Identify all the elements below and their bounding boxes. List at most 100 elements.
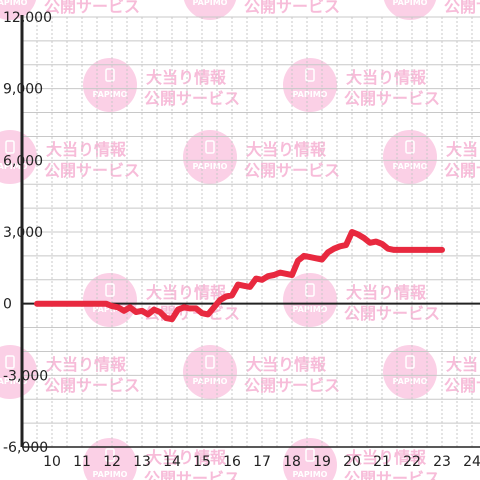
watermark-circle: [383, 130, 437, 184]
watermark-circle: [183, 130, 237, 184]
x-tick-label: 12: [103, 454, 121, 470]
watermark-brand: PAPIMO: [393, 377, 428, 386]
watermark-brand: PAPIMO: [293, 470, 328, 479]
watermark-line2: 公開サービス: [144, 89, 240, 108]
watermark-brand: PAPIMO: [393, 0, 428, 7]
phone-icon: [205, 355, 215, 369]
x-tick-label: 16: [223, 454, 241, 470]
y-tick-label: 3,000: [3, 225, 43, 241]
watermark-circle: [83, 438, 137, 480]
phone-icon: [5, 355, 15, 369]
x-tick-label: 13: [133, 454, 151, 470]
x-tick-label: 19: [313, 454, 331, 470]
watermark-brand: PAPIMO: [0, 0, 28, 7]
y-tick-label: 12,000: [3, 10, 52, 26]
watermark-line1: 大当り情報: [46, 355, 127, 374]
x-tick-label: 17: [253, 454, 271, 470]
watermark-brand: PAPIMO: [93, 305, 128, 314]
y-tick-label: -3,000: [3, 368, 48, 384]
watermark-line1: 大当り情報: [446, 140, 480, 159]
watermark-line1: 大当り情報: [246, 355, 327, 374]
watermark-circle: [283, 438, 337, 480]
series-layer: [34, 229, 445, 323]
watermark-brand: PAPIMO: [0, 162, 28, 171]
watermark-circle: [183, 345, 237, 399]
watermark-line1: 大当り情報: [346, 68, 427, 87]
watermark-line1: 大当り情報: [246, 140, 327, 159]
phone-icon: [105, 283, 115, 297]
watermark-line2: 公開サービス: [144, 469, 240, 480]
watermark-circle: [283, 273, 337, 327]
phone-icon: [305, 283, 315, 297]
watermark-circle: [383, 0, 437, 20]
phone-icon: [105, 68, 115, 82]
watermark-circle: [83, 273, 137, 327]
watermark-line2: 公開サービス: [444, 376, 480, 395]
watermark-line2: 公開サービス: [344, 89, 440, 108]
phone-icon: [405, 140, 415, 154]
watermark-line1: 大当り情報: [46, 140, 127, 159]
y-tick-label: 0: [3, 297, 12, 313]
x-tick-label: 14: [163, 454, 181, 470]
x-tick-label: 21: [373, 454, 391, 470]
watermark-line2: 公開サービス: [344, 469, 440, 480]
watermark-brand: PAPIMO: [0, 377, 28, 386]
watermark-line1: 大当り情報: [346, 448, 427, 467]
watermark-circle: [283, 58, 337, 112]
y-tick-label: 6,000: [3, 153, 43, 169]
phone-icon: [305, 68, 315, 82]
watermark-brand: PAPIMO: [193, 162, 228, 171]
watermark-brand: PAPIMO: [193, 377, 228, 386]
watermark-brand: PAPIMO: [293, 90, 328, 99]
x-tick-label: 20: [343, 454, 361, 470]
watermark-line1: 大当り情報: [446, 355, 480, 374]
watermark-brand: PAPIMO: [93, 470, 128, 479]
y-tick-label: -6,000: [3, 440, 48, 456]
series-line: [34, 229, 445, 323]
x-tick-label: 24: [463, 454, 480, 470]
watermark-line1: 大当り情報: [146, 283, 227, 302]
watermark-line2: 公開サービス: [44, 161, 140, 180]
phone-icon: [205, 140, 215, 154]
x-tick-label: 15: [193, 454, 211, 470]
watermark-line2: 公開サービス: [444, 0, 480, 16]
watermark-line2: 公開サービス: [444, 161, 480, 180]
watermark-brand: PAPIMO: [193, 0, 228, 7]
x-tick-label: 23: [433, 454, 451, 470]
x-tick-label: 10: [43, 454, 61, 470]
phone-icon: [5, 140, 15, 154]
watermark-circle: [0, 130, 37, 184]
watermark-brand: PAPIMO: [93, 90, 128, 99]
y-tick-label: 9,000: [3, 82, 43, 98]
watermark-line2: 公開サービス: [244, 0, 340, 16]
watermark-circle: [83, 58, 137, 112]
watermark-line1: 大当り情報: [346, 283, 427, 302]
x-tick-label: 22: [403, 454, 421, 470]
watermark-circle: [183, 0, 237, 20]
watermark-circle: [0, 0, 37, 20]
watermark-brand: PAPIMO: [293, 305, 328, 314]
watermark-circle: [0, 345, 37, 399]
phone-icon: [105, 448, 115, 462]
phone-icon: [405, 355, 415, 369]
watermark-line2: 公開サービス: [344, 304, 440, 323]
watermark-line2: 公開サービス: [44, 0, 140, 16]
x-tick-label: 18: [283, 454, 301, 470]
watermark-line2: 公開サービス: [44, 376, 140, 395]
x-tick-label: 11: [73, 454, 91, 470]
